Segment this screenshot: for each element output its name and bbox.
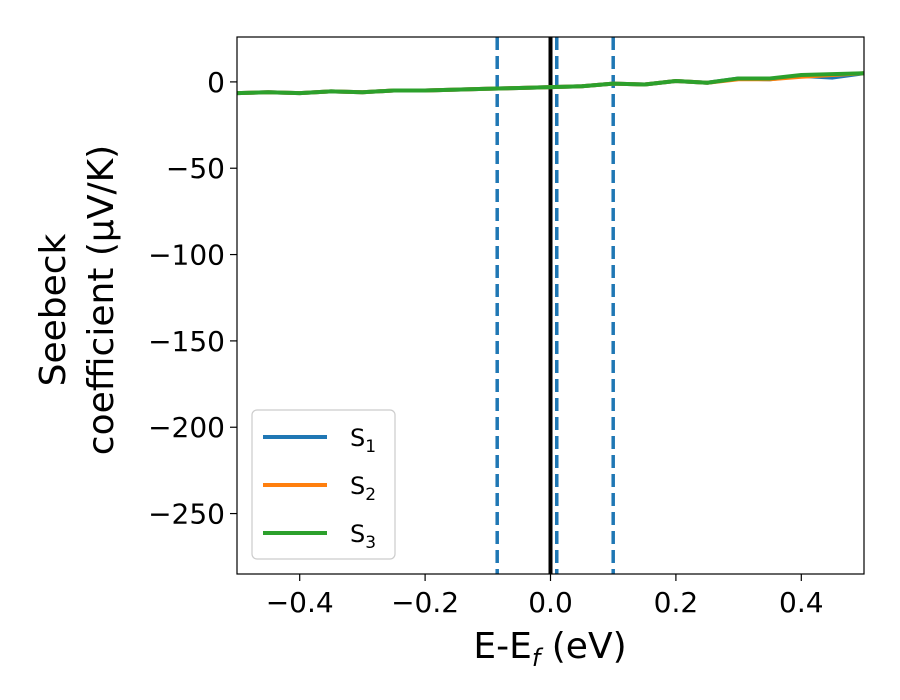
axis-ticks: −0.4 −0.2 0.0 0.2 0.4 0 −50 −100 −150 −200 −250 (148, 66, 823, 619)
y-axis-label-line1: Seebeck (33, 233, 74, 386)
y-axis-label-line2: coefficient (μV/K) (81, 145, 122, 455)
y-tick-label: −50 (166, 152, 225, 185)
legend-label-s2: S2 (350, 472, 376, 505)
y-tick-label: −150 (148, 325, 225, 358)
y-tick-label: −200 (148, 411, 225, 444)
x-tick-label: 0.2 (654, 586, 699, 619)
series-lines (237, 37, 864, 574)
y-tick-label: 0 (207, 66, 225, 99)
legend-label-s1: S1 (350, 424, 376, 457)
y-tick-label: −250 (148, 498, 225, 531)
x-tick-label: 0.4 (779, 586, 824, 619)
x-tick-label: −0.4 (266, 586, 334, 619)
x-axis-label: E-Ef (eV) (473, 626, 626, 672)
axes-border (236, 36, 865, 575)
x-tick-label: −0.2 (391, 586, 459, 619)
legend-label-s3: S3 (350, 520, 376, 553)
series-line-s3 (237, 71, 864, 96)
legend: S1 S2 S3 (251, 409, 396, 560)
y-tick-label: −100 (148, 239, 225, 272)
axes-frame (236, 36, 865, 575)
x-tick-label: 0.0 (528, 586, 573, 619)
